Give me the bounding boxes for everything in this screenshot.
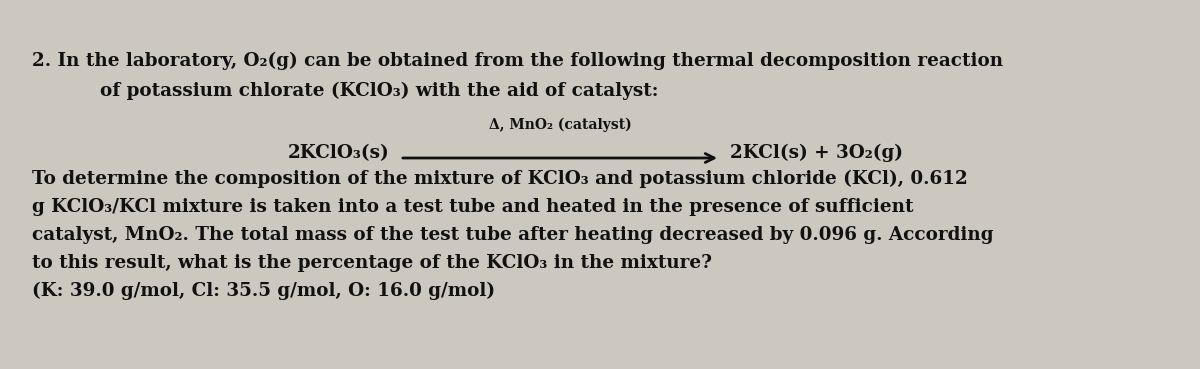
- Text: catalyst, MnO₂. The total mass of the test tube after heating decreased by 0.096: catalyst, MnO₂. The total mass of the te…: [32, 226, 994, 244]
- Text: Δ, MnO₂ (catalyst): Δ, MnO₂ (catalyst): [488, 118, 631, 132]
- Text: g KClO₃/KCl mixture is taken into a test tube and heated in the presence of suff: g KClO₃/KCl mixture is taken into a test…: [32, 198, 913, 216]
- Text: 2. In the laboratory, O₂(g) can be obtained from the following thermal decomposi: 2. In the laboratory, O₂(g) can be obtai…: [32, 52, 1003, 70]
- Text: To determine the composition of the mixture of KClO₃ and potassium chloride (KCl: To determine the composition of the mixt…: [32, 170, 967, 188]
- Text: 2KCl(s) + 3O₂(g): 2KCl(s) + 3O₂(g): [730, 144, 902, 162]
- Text: to this result, what is the percentage of the KClO₃ in the mixture?: to this result, what is the percentage o…: [32, 254, 712, 272]
- Text: of potassium chlorate (KClO₃) with the aid of catalyst:: of potassium chlorate (KClO₃) with the a…: [100, 82, 659, 100]
- Text: (K: 39.0 g/mol, Cl: 35.5 g/mol, O: 16.0 g/mol): (K: 39.0 g/mol, Cl: 35.5 g/mol, O: 16.0 …: [32, 282, 496, 300]
- Text: 2KClO₃(s): 2KClO₃(s): [288, 144, 390, 162]
